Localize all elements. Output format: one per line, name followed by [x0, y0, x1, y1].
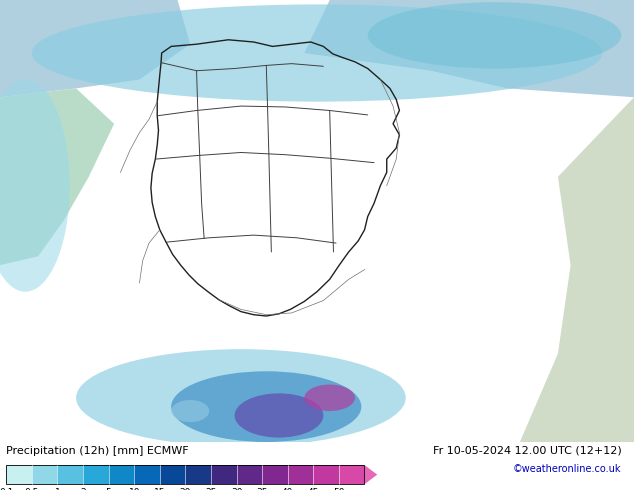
Text: 1: 1 — [55, 488, 60, 490]
Bar — [134, 465, 160, 484]
Text: Precipitation (12h) [mm] ECMWF: Precipitation (12h) [mm] ECMWF — [6, 446, 189, 456]
Polygon shape — [304, 0, 634, 97]
Text: 0.5: 0.5 — [25, 488, 39, 490]
Bar — [6, 465, 32, 484]
Text: 45: 45 — [307, 488, 319, 490]
Bar — [236, 465, 262, 484]
Text: 30: 30 — [231, 488, 242, 490]
Text: 10: 10 — [129, 488, 140, 490]
Polygon shape — [0, 0, 190, 97]
Polygon shape — [520, 97, 634, 442]
Text: 50: 50 — [333, 488, 345, 490]
Text: 20: 20 — [179, 488, 191, 490]
Bar — [160, 465, 185, 484]
Ellipse shape — [235, 393, 323, 438]
Ellipse shape — [171, 371, 361, 442]
Ellipse shape — [32, 4, 602, 101]
Ellipse shape — [76, 349, 406, 446]
Bar — [32, 465, 58, 484]
Bar — [185, 465, 211, 484]
Ellipse shape — [171, 400, 209, 422]
Ellipse shape — [304, 385, 355, 411]
Text: 0.1: 0.1 — [0, 488, 13, 490]
Bar — [6, 465, 365, 484]
Bar — [339, 465, 365, 484]
Bar — [288, 465, 313, 484]
Text: 25: 25 — [205, 488, 217, 490]
Polygon shape — [0, 88, 114, 265]
Polygon shape — [365, 465, 377, 484]
Text: ©weatheronline.co.uk: ©weatheronline.co.uk — [513, 464, 621, 474]
Bar — [211, 465, 236, 484]
Bar — [83, 465, 108, 484]
Text: 40: 40 — [282, 488, 294, 490]
Bar — [262, 465, 288, 484]
Text: 35: 35 — [256, 488, 268, 490]
Bar — [108, 465, 134, 484]
Text: 5: 5 — [106, 488, 112, 490]
Bar — [58, 465, 83, 484]
Ellipse shape — [368, 2, 621, 69]
Text: 15: 15 — [154, 488, 165, 490]
Ellipse shape — [0, 79, 70, 292]
Text: 2: 2 — [81, 488, 86, 490]
Bar — [313, 465, 339, 484]
Text: Fr 10-05-2024 12.00 UTC (12+12): Fr 10-05-2024 12.00 UTC (12+12) — [432, 446, 621, 456]
